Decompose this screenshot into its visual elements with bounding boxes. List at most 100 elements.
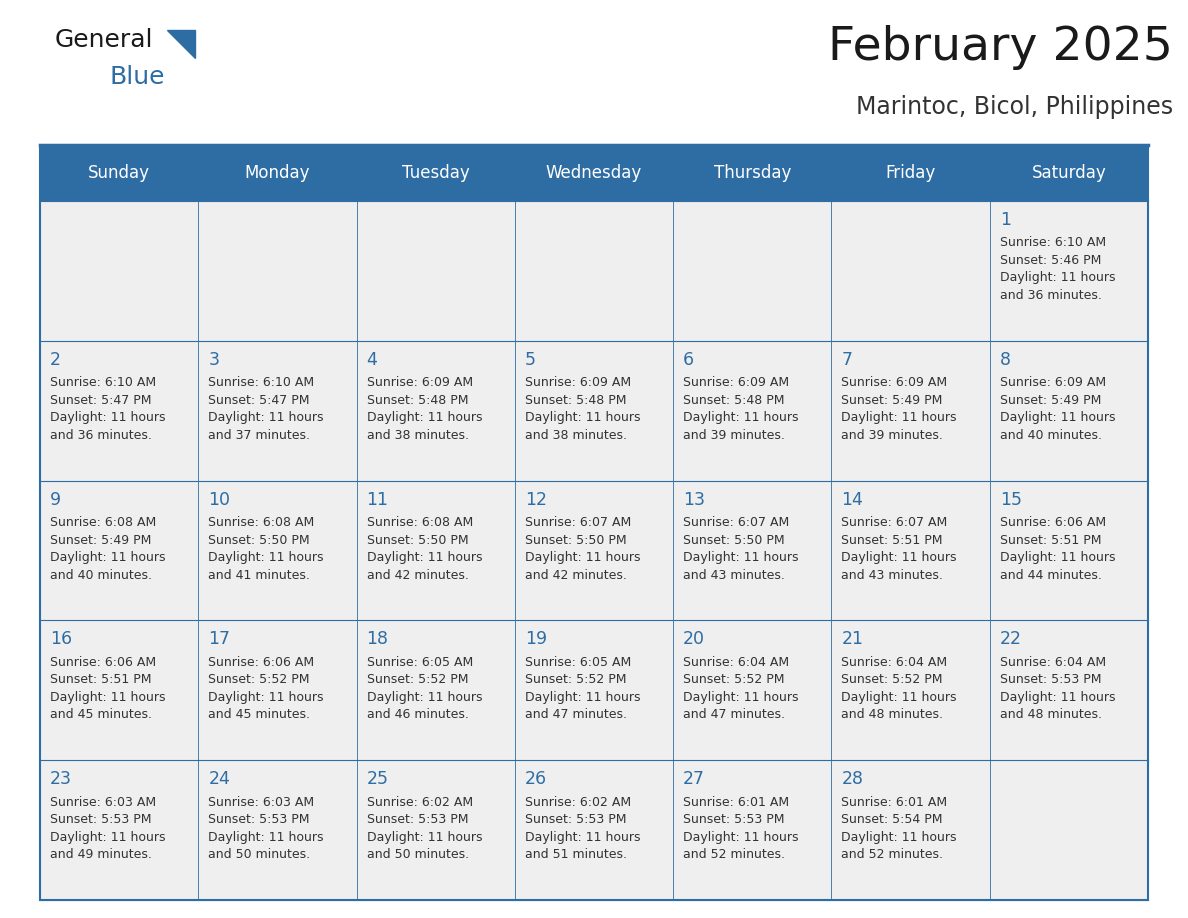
Text: Daylight: 11 hours: Daylight: 11 hours	[841, 551, 956, 564]
Text: Daylight: 11 hours: Daylight: 11 hours	[525, 831, 640, 844]
Text: 14: 14	[841, 490, 864, 509]
Text: 5: 5	[525, 351, 536, 369]
Bar	[198, 621, 356, 760]
Text: Daylight: 11 hours: Daylight: 11 hours	[208, 411, 324, 424]
Text: 12: 12	[525, 490, 546, 509]
Text: and 43 minutes.: and 43 minutes.	[841, 568, 943, 582]
Text: Sunset: 5:52 PM: Sunset: 5:52 PM	[683, 674, 784, 687]
Bar	[832, 621, 990, 760]
Text: Daylight: 11 hours: Daylight: 11 hours	[1000, 691, 1116, 704]
Text: Sunrise: 6:09 AM: Sunrise: 6:09 AM	[367, 376, 473, 389]
Text: Sunset: 5:53 PM: Sunset: 5:53 PM	[525, 813, 626, 826]
Text: 7: 7	[841, 351, 853, 369]
Bar	[198, 341, 356, 481]
Text: Daylight: 11 hours: Daylight: 11 hours	[367, 411, 482, 424]
Text: Saturday: Saturday	[1031, 164, 1106, 182]
Text: Sunset: 5:48 PM: Sunset: 5:48 PM	[683, 394, 784, 407]
Text: Daylight: 11 hours: Daylight: 11 hours	[525, 411, 640, 424]
Bar	[832, 145, 990, 201]
Bar	[514, 341, 674, 481]
Text: 24: 24	[208, 770, 230, 789]
Text: Sunrise: 6:01 AM: Sunrise: 6:01 AM	[841, 796, 948, 809]
Text: 23: 23	[50, 770, 72, 789]
Text: Sunrise: 6:01 AM: Sunrise: 6:01 AM	[683, 796, 789, 809]
Bar	[514, 621, 674, 760]
Text: and 49 minutes.: and 49 minutes.	[50, 848, 152, 861]
Text: 15: 15	[1000, 490, 1022, 509]
Text: Sunset: 5:47 PM: Sunset: 5:47 PM	[208, 394, 310, 407]
Text: Daylight: 11 hours: Daylight: 11 hours	[683, 831, 798, 844]
Text: Sunrise: 6:07 AM: Sunrise: 6:07 AM	[683, 516, 789, 529]
Text: Sunrise: 6:10 AM: Sunrise: 6:10 AM	[208, 376, 315, 389]
Text: Daylight: 11 hours: Daylight: 11 hours	[367, 691, 482, 704]
Bar	[990, 201, 1148, 341]
Text: 3: 3	[208, 351, 220, 369]
Text: and 41 minutes.: and 41 minutes.	[208, 568, 310, 582]
Text: and 38 minutes.: and 38 minutes.	[367, 429, 468, 442]
Bar	[40, 760, 198, 900]
Text: and 36 minutes.: and 36 minutes.	[1000, 289, 1101, 302]
Bar	[674, 760, 832, 900]
Bar	[832, 201, 990, 341]
Text: and 37 minutes.: and 37 minutes.	[208, 429, 310, 442]
Text: 13: 13	[683, 490, 706, 509]
Text: Daylight: 11 hours: Daylight: 11 hours	[841, 411, 956, 424]
Bar	[514, 145, 674, 201]
Bar	[356, 341, 514, 481]
Text: 20: 20	[683, 631, 706, 648]
Text: Daylight: 11 hours: Daylight: 11 hours	[208, 831, 324, 844]
Text: 4: 4	[367, 351, 378, 369]
Text: and 52 minutes.: and 52 minutes.	[841, 848, 943, 861]
Text: Sunrise: 6:08 AM: Sunrise: 6:08 AM	[50, 516, 157, 529]
Bar	[198, 145, 356, 201]
Text: Sunrise: 6:03 AM: Sunrise: 6:03 AM	[208, 796, 315, 809]
Text: Sunrise: 6:02 AM: Sunrise: 6:02 AM	[525, 796, 631, 809]
Text: Daylight: 11 hours: Daylight: 11 hours	[525, 551, 640, 564]
Bar	[356, 621, 514, 760]
Text: Sunrise: 6:06 AM: Sunrise: 6:06 AM	[208, 655, 315, 669]
Text: Daylight: 11 hours: Daylight: 11 hours	[683, 551, 798, 564]
Bar	[832, 341, 990, 481]
Bar	[198, 201, 356, 341]
Text: 16: 16	[50, 631, 72, 648]
Bar	[990, 621, 1148, 760]
Bar	[674, 341, 832, 481]
Text: 18: 18	[367, 631, 388, 648]
Bar	[674, 201, 832, 341]
Text: Sunset: 5:53 PM: Sunset: 5:53 PM	[208, 813, 310, 826]
Text: Sunrise: 6:06 AM: Sunrise: 6:06 AM	[1000, 516, 1106, 529]
Bar	[514, 760, 674, 900]
Text: 19: 19	[525, 631, 546, 648]
Text: Sunset: 5:49 PM: Sunset: 5:49 PM	[1000, 394, 1101, 407]
Text: Sunset: 5:48 PM: Sunset: 5:48 PM	[367, 394, 468, 407]
Text: and 42 minutes.: and 42 minutes.	[367, 568, 468, 582]
Bar	[832, 481, 990, 621]
Text: Sunset: 5:53 PM: Sunset: 5:53 PM	[50, 813, 152, 826]
Text: and 45 minutes.: and 45 minutes.	[50, 709, 152, 722]
Bar	[356, 145, 514, 201]
Text: and 47 minutes.: and 47 minutes.	[525, 709, 627, 722]
Text: Sunset: 5:53 PM: Sunset: 5:53 PM	[367, 813, 468, 826]
Text: Sunrise: 6:08 AM: Sunrise: 6:08 AM	[367, 516, 473, 529]
Text: Monday: Monday	[245, 164, 310, 182]
Text: Sunset: 5:53 PM: Sunset: 5:53 PM	[1000, 674, 1101, 687]
Text: Sunrise: 6:03 AM: Sunrise: 6:03 AM	[50, 796, 156, 809]
Bar	[990, 760, 1148, 900]
Bar	[40, 621, 198, 760]
Bar	[356, 481, 514, 621]
Text: Sunset: 5:46 PM: Sunset: 5:46 PM	[1000, 254, 1101, 267]
Text: Sunset: 5:52 PM: Sunset: 5:52 PM	[208, 674, 310, 687]
Text: Sunset: 5:52 PM: Sunset: 5:52 PM	[525, 674, 626, 687]
Text: Sunrise: 6:02 AM: Sunrise: 6:02 AM	[367, 796, 473, 809]
Text: Sunrise: 6:05 AM: Sunrise: 6:05 AM	[367, 655, 473, 669]
Text: 22: 22	[1000, 631, 1022, 648]
Bar	[832, 760, 990, 900]
Text: Sunrise: 6:04 AM: Sunrise: 6:04 AM	[683, 655, 789, 669]
Text: Sunset: 5:52 PM: Sunset: 5:52 PM	[367, 674, 468, 687]
Text: 2: 2	[50, 351, 61, 369]
Text: Sunset: 5:49 PM: Sunset: 5:49 PM	[841, 394, 943, 407]
Text: Daylight: 11 hours: Daylight: 11 hours	[841, 691, 956, 704]
Text: 21: 21	[841, 631, 864, 648]
Text: Sunrise: 6:09 AM: Sunrise: 6:09 AM	[683, 376, 789, 389]
Text: Daylight: 11 hours: Daylight: 11 hours	[525, 691, 640, 704]
